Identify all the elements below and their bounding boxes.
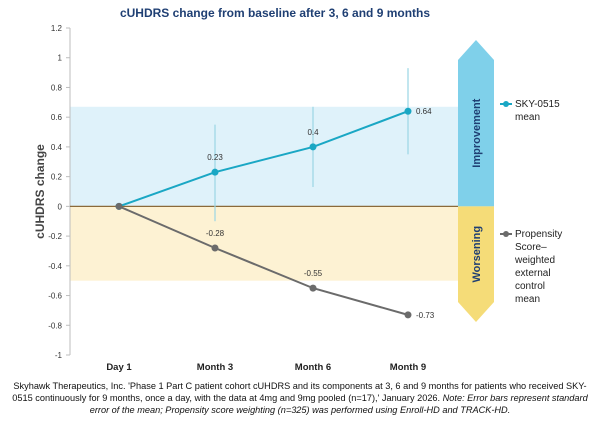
y-tick-label: 1 (58, 54, 63, 63)
y-tick-label: 0 (58, 202, 63, 211)
y-tick-label: 0.6 (51, 113, 63, 122)
data-point (115, 202, 123, 210)
data-label: -0.73 (416, 311, 435, 320)
y-tick-label: -0.2 (48, 232, 62, 241)
y-tick-label: -0.8 (48, 321, 62, 330)
data-label: 0.64 (416, 107, 432, 116)
region-improvement (70, 106, 458, 207)
legend-label-line: control (515, 281, 545, 292)
legend: SKY-0515 mean Propensity Score– weighted exte… (500, 99, 562, 305)
legend-label-line: external (515, 268, 551, 279)
y-tick-label: 0.8 (51, 83, 63, 92)
data-point (309, 284, 317, 292)
series-line (118, 110, 409, 208)
improvement-arrow (458, 40, 494, 207)
caption: Skyhawk Therapeutics, Inc. 'Phase 1 Part… (10, 380, 590, 416)
y-tick-label: -0.4 (48, 262, 62, 271)
data-label: -0.28 (206, 229, 225, 238)
series-layer: 0.23 0.4 0.64 -0.28 -0.55 -0.73 (115, 68, 435, 320)
legend-label: SKY-0515 mean (515, 99, 560, 123)
worsening-arrow (458, 206, 494, 322)
legend-marker (503, 231, 509, 237)
y-tick-label: 0.4 (51, 143, 63, 152)
x-tick-label: Month 9 (390, 362, 426, 373)
background-regions (70, 106, 458, 281)
data-point (211, 168, 219, 176)
data-point (404, 107, 412, 115)
data-label: -0.55 (304, 269, 323, 278)
legend-label-line: Propensity (515, 229, 562, 240)
chart-title: cUHDRS change from baseline after 3, 6 a… (120, 6, 430, 20)
series-0: 0.23 0.4 0.64 (115, 68, 432, 222)
region-arrows: Improvement Worsening (458, 40, 494, 322)
region-worsening (70, 206, 458, 281)
legend-label-line: Score– (515, 242, 547, 253)
caption-note: Note: Error bars represent standard erro… (89, 393, 588, 415)
y-tick-label: -0.6 (48, 292, 62, 301)
legend-label-line: mean (515, 294, 540, 305)
y-tick-label: -1 (55, 351, 63, 360)
data-label: 0.4 (307, 128, 319, 137)
x-tick-label: Month 3 (197, 362, 233, 373)
improvement-label: Improvement (471, 98, 483, 167)
data-point (404, 311, 412, 319)
worsening-label: Worsening (471, 226, 483, 283)
series-line (118, 205, 409, 316)
data-label: 0.23 (207, 153, 223, 162)
y-axis-label: cUHDRS change (33, 144, 47, 239)
legend-label-line: mean (515, 112, 540, 123)
caption-text: Skyhawk Therapeutics, Inc. 'Phase 1 Part… (12, 381, 587, 403)
legend-label-line: weighted (514, 255, 555, 266)
legend-label: Propensity Score– weighted external control m… (514, 229, 562, 305)
y-tick-label: 0.2 (51, 173, 63, 182)
x-tick-label: Month 6 (295, 362, 331, 373)
data-point (211, 244, 219, 252)
data-point (309, 143, 317, 151)
x-tick-label: Day 1 (106, 362, 132, 373)
series-1: -0.28 -0.55 -0.73 (115, 202, 435, 320)
legend-label-line: SKY-0515 (515, 99, 560, 110)
axes: -1 -0.8 -0.6 -0.4 -0.2 0 0.2 0.4 0.6 0.8 1 1.2 Day 1… (33, 24, 458, 373)
y-tick-label: 1.2 (51, 24, 63, 33)
legend-marker (503, 101, 509, 107)
